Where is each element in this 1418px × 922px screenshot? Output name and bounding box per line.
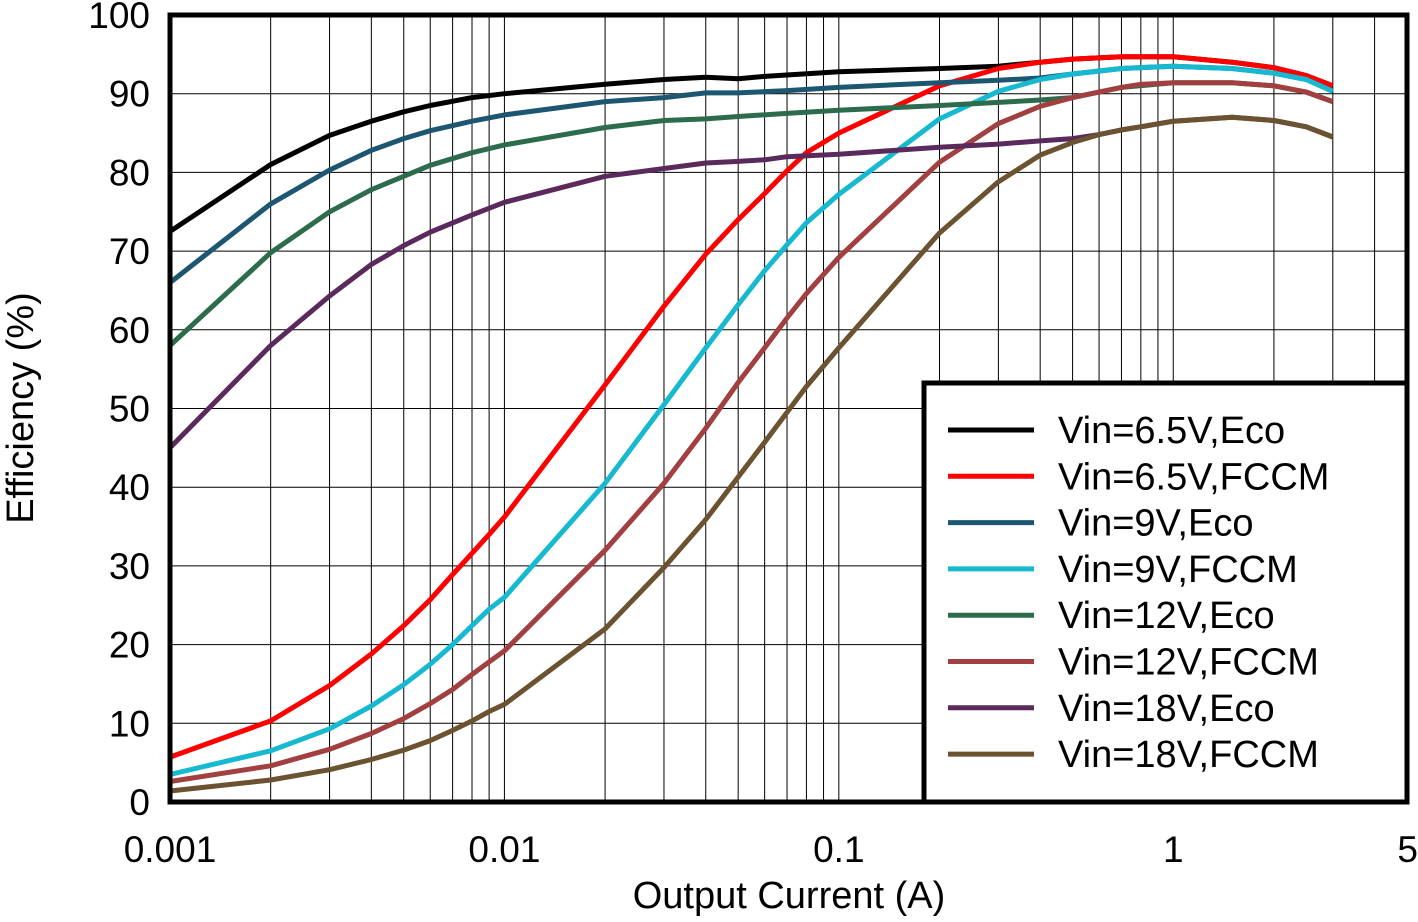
series-lines: [168, 54, 1334, 794]
y-tick-label: 80: [109, 152, 150, 193]
series-line-3: [169, 63, 1334, 777]
y-tick-label: 0: [129, 782, 150, 823]
x-tick-label: 0.001: [124, 829, 217, 870]
legend-label: Vin=18V,FCCM: [1058, 734, 1319, 776]
y-tick-labels: 0 10 20 30 40 50 60 70 80 90 100: [88, 0, 150, 823]
x-tick-label: 1: [1163, 829, 1184, 870]
legend-box: [921, 380, 1410, 805]
x-tick-labels: 0.001 0.01 0.1 1 5: [124, 829, 1418, 870]
y-tick-label: 20: [109, 625, 150, 666]
legend-label: Vin=9V,Eco: [1058, 503, 1253, 545]
x-axis-label: Output Current (A): [633, 875, 946, 917]
y-tick-label: 50: [109, 389, 150, 430]
legend-label: Vin=6.5V,Eco: [1058, 410, 1285, 452]
y-tick-label: 30: [109, 546, 150, 587]
y-tick-label: 70: [109, 231, 150, 272]
y-axis-label: Efficiency (%): [0, 292, 42, 524]
legend-label: Vin=18V,Eco: [1058, 688, 1275, 730]
y-tick-label: 100: [88, 0, 150, 36]
y-tick-label: 60: [109, 310, 150, 351]
series-line-1: [169, 54, 1334, 760]
x-tick-label: 0.1: [813, 829, 864, 870]
series-line-5: [169, 80, 1334, 784]
legend-label: Vin=12V,Eco: [1058, 595, 1275, 637]
y-tick-label: 40: [109, 467, 150, 508]
x-tick-label: 0.01: [468, 829, 540, 870]
series-line-7: [169, 114, 1334, 794]
legend-label: Vin=6.5V,FCCM: [1058, 456, 1329, 498]
legend-label: Vin=12V,FCCM: [1058, 642, 1319, 684]
y-tick-label: 10: [109, 703, 150, 744]
y-tick-label: 90: [109, 74, 150, 115]
legend-label: Vin=9V,FCCM: [1058, 549, 1298, 591]
x-tick-label: 5: [1397, 829, 1418, 870]
